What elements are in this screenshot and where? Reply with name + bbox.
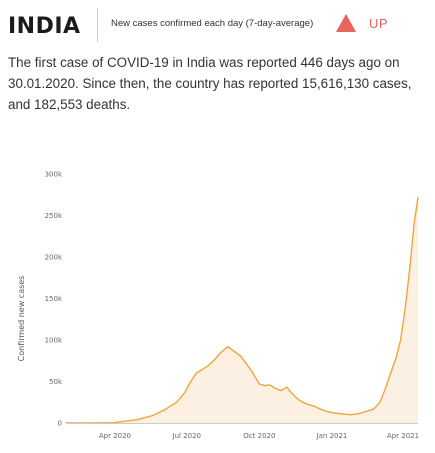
y-tick-label: 250k <box>45 212 63 220</box>
summary-text: The first case of COVID-19 in India was … <box>8 55 412 112</box>
header: INDIA New cases confirmed each day (7-da… <box>8 6 428 44</box>
cases-area <box>66 197 418 423</box>
x-tick-label: Apr 2020 <box>99 432 131 440</box>
trend-indicator: UP <box>336 14 388 32</box>
country-title: INDIA <box>8 14 81 39</box>
y-tick-label: 150k <box>45 295 63 303</box>
y-tick-label: 0 <box>58 420 62 428</box>
cases-chart: 0 50k 100k 150k 200k 250k 300k Apr 2020 Jul 202… <box>17 171 419 441</box>
x-tick-label: Jan 2021 <box>316 432 348 440</box>
x-tick-label: Oct 2020 <box>243 432 275 440</box>
x-tick-label: Apr 2021 <box>387 432 419 440</box>
y-tick-label: 300k <box>45 171 63 179</box>
y-tick-label: 50k <box>49 378 63 386</box>
header-divider <box>97 8 98 42</box>
x-tick-label: Jul 2020 <box>172 432 202 440</box>
x-axis-labels: Apr 2020 Jul 2020 Oct 2020 Jan 2021 Apr 2021 <box>99 432 419 440</box>
chart-subtitle: New cases confirmed each day (7-day-aver… <box>111 18 314 29</box>
trend-label: UP <box>369 15 389 31</box>
triangle-up-icon <box>336 14 356 32</box>
y-tick-label: 200k <box>45 254 63 262</box>
y-axis-labels: 0 50k 100k 150k 200k 250k 300k <box>45 171 63 428</box>
cases-line <box>66 197 419 424</box>
y-axis-title: Confirmed new cases <box>17 276 26 362</box>
y-tick-label: 100k <box>45 337 63 345</box>
